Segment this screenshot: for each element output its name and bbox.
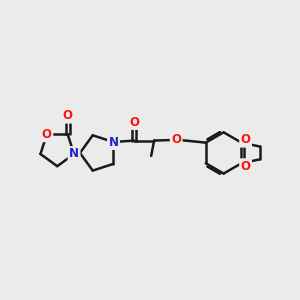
Text: O: O xyxy=(63,109,73,122)
Text: O: O xyxy=(171,134,181,146)
Text: O: O xyxy=(241,133,250,146)
Text: N: N xyxy=(109,136,118,148)
Text: N: N xyxy=(69,148,79,160)
Text: O: O xyxy=(129,116,139,128)
Text: O: O xyxy=(241,160,250,173)
Text: O: O xyxy=(42,128,52,141)
